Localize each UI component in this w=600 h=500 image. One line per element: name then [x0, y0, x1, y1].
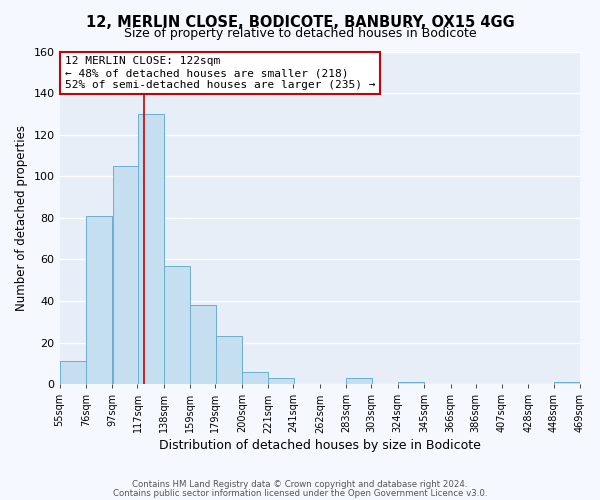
- Text: Size of property relative to detached houses in Bodicote: Size of property relative to detached ho…: [124, 28, 476, 40]
- Bar: [346, 378, 373, 384]
- X-axis label: Distribution of detached houses by size in Bodicote: Distribution of detached houses by size …: [159, 440, 481, 452]
- Bar: [215, 336, 242, 384]
- Y-axis label: Number of detached properties: Number of detached properties: [15, 125, 28, 311]
- Bar: [164, 266, 190, 384]
- Bar: [60, 362, 86, 384]
- Bar: [190, 305, 217, 384]
- Bar: [554, 382, 580, 384]
- Text: Contains public sector information licensed under the Open Government Licence v3: Contains public sector information licen…: [113, 488, 487, 498]
- Bar: [137, 114, 164, 384]
- Text: 12, MERLIN CLOSE, BODICOTE, BANBURY, OX15 4GG: 12, MERLIN CLOSE, BODICOTE, BANBURY, OX1…: [86, 15, 514, 30]
- Bar: [86, 216, 112, 384]
- Bar: [113, 166, 139, 384]
- Bar: [242, 372, 268, 384]
- Text: 12 MERLIN CLOSE: 122sqm
← 48% of detached houses are smaller (218)
52% of semi-d: 12 MERLIN CLOSE: 122sqm ← 48% of detache…: [65, 56, 375, 90]
- Text: Contains HM Land Registry data © Crown copyright and database right 2024.: Contains HM Land Registry data © Crown c…: [132, 480, 468, 489]
- Bar: [398, 382, 424, 384]
- Bar: [268, 378, 295, 384]
